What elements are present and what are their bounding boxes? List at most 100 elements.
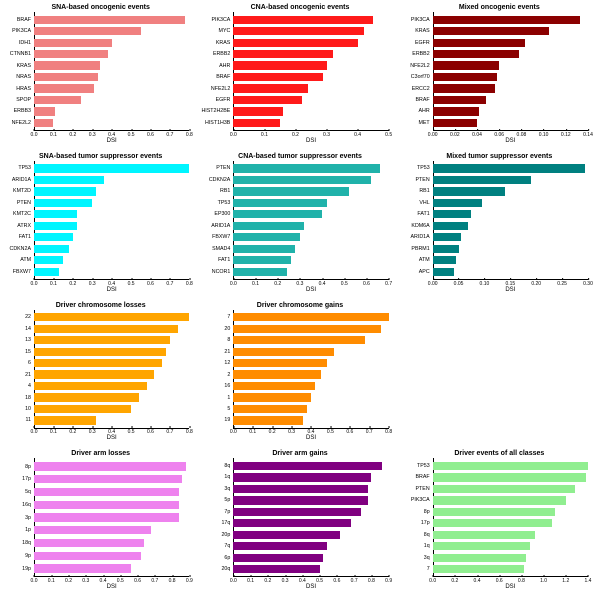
bars-container: 720821122161519	[233, 312, 388, 427]
bar-row: 8p	[433, 507, 588, 516]
y-tick-label: PIK3CA	[12, 28, 31, 34]
bar	[34, 336, 170, 344]
bar-row: 5p	[233, 496, 388, 505]
y-tick-label: SPOP	[16, 97, 31, 103]
bar	[433, 531, 535, 539]
x-axis-label: DSI	[233, 584, 388, 590]
bars-container: BRAFPIK3CAIDH1CTNNB1KRASNRASHRASSPOPERBB…	[34, 14, 189, 129]
bar-row: BRAF	[433, 95, 588, 104]
y-tick-label: TP53	[218, 200, 231, 206]
y-tick-label: KRAS	[415, 28, 429, 34]
y-tick-label: 21	[25, 372, 31, 378]
bar	[34, 245, 69, 253]
bar	[34, 164, 189, 172]
bar	[433, 16, 581, 24]
bar-row: ARID1A	[233, 221, 388, 230]
y-tick-label: SMAD4	[212, 246, 230, 252]
y-tick-label: ARID1A	[12, 177, 31, 183]
y-tick-label: HRAS	[16, 86, 31, 92]
y-tick-label: ERBB2	[412, 51, 429, 57]
bar	[34, 348, 166, 356]
y-tick-label: ARID1A	[211, 223, 230, 229]
y-tick-label: 15	[25, 349, 31, 355]
bar-row: 17p	[34, 475, 189, 484]
bar	[433, 222, 468, 230]
bar	[233, 348, 334, 356]
x-axis-label: DSI	[433, 138, 588, 144]
bars-container: PIK3CAMYCKRASERBB2AHRBRAFNFE2L2EGFRHIST2…	[233, 14, 388, 129]
bar-row: 3p	[34, 513, 189, 522]
bar	[233, 119, 280, 127]
y-tick-label: 1q	[424, 543, 430, 549]
y-tick-label: 1q	[224, 474, 230, 480]
bar-row: TP53	[433, 461, 588, 470]
y-tick-label: 5p	[224, 497, 230, 503]
bar-row: ERBB2	[433, 50, 588, 59]
bar-row: BRAF	[34, 15, 189, 24]
panel-title: CNA-based oncogenic events	[205, 4, 394, 12]
y-tick-label: APC	[419, 269, 430, 275]
bar	[34, 176, 104, 184]
bar	[433, 187, 505, 195]
x-axis-label: DSI	[34, 138, 189, 144]
bar-row: 18	[34, 393, 189, 402]
chart-panel: Driver arm gains8q1q3q5p7p17q20p7q6p20q0…	[205, 450, 394, 591]
bar-row: PTEN	[433, 484, 588, 493]
bar-row: SPOP	[34, 95, 189, 104]
bar-row: HIST2H2BE	[233, 107, 388, 116]
bar	[233, 496, 368, 504]
bar	[233, 462, 381, 470]
plot-area: TP53BRAFPTENPIK3CA8p17p8q1q3q70.00.20.40…	[433, 458, 588, 577]
bar-row: KRAS	[34, 61, 189, 70]
y-tick-label: VHL	[419, 200, 429, 206]
bar-row: MYC	[233, 27, 388, 36]
bar	[233, 325, 381, 333]
panel-title: SNA-based oncogenic events	[6, 4, 195, 12]
x-axis-label: DSI	[34, 287, 189, 293]
chart-panel: SNA-based oncogenic events BRAFPIK3CAIDH1…	[6, 4, 195, 145]
bar-row: ATRX	[34, 221, 189, 230]
y-tick-label: KMT2D	[13, 188, 31, 194]
bar	[233, 96, 301, 104]
y-tick-label: 20q	[221, 566, 230, 572]
y-tick-label: 18	[25, 395, 31, 401]
bar	[433, 61, 500, 69]
bar	[34, 199, 92, 207]
bar	[433, 73, 497, 81]
bar	[433, 176, 531, 184]
y-tick-label: 8q	[224, 463, 230, 469]
bar	[34, 513, 179, 521]
bar-row: 15	[34, 347, 189, 356]
bar-row: PTEN	[233, 164, 388, 173]
bar	[34, 382, 147, 390]
y-tick-label: ATM	[419, 257, 430, 263]
y-tick-label: 22	[25, 314, 31, 320]
bar	[233, 176, 371, 184]
bar	[433, 27, 549, 35]
bar	[433, 199, 482, 207]
y-tick-label: C3orf70	[411, 74, 430, 80]
bar	[433, 496, 566, 504]
bar-row: 7	[433, 565, 588, 574]
bar	[233, 84, 308, 92]
bar	[34, 526, 151, 534]
panel-title: Driver arm gains	[205, 450, 394, 458]
bar-row: 11	[34, 416, 189, 425]
y-tick-label: NRAS	[16, 74, 31, 80]
bar	[233, 268, 286, 276]
y-tick-label: 11	[26, 417, 32, 423]
chart-panel: Driver arm losses8p17p5q16q3p1p18q9p19p0…	[6, 450, 195, 591]
bar	[433, 508, 555, 516]
bar-row: 8q	[433, 530, 588, 539]
bar-row: EGFR	[433, 38, 588, 47]
bar	[34, 462, 186, 470]
y-tick-label: 18q	[22, 540, 31, 546]
bar	[233, 27, 363, 35]
bar-row: 7p	[233, 507, 388, 516]
bar	[34, 405, 131, 413]
y-tick-label: TP53	[417, 463, 430, 469]
bars-container: TP53PTENRB1VHLFAT1KDM6AARID1APBRM1ATMAPC	[433, 163, 588, 278]
bar	[34, 268, 59, 276]
bar	[433, 96, 486, 104]
bar	[433, 119, 477, 127]
